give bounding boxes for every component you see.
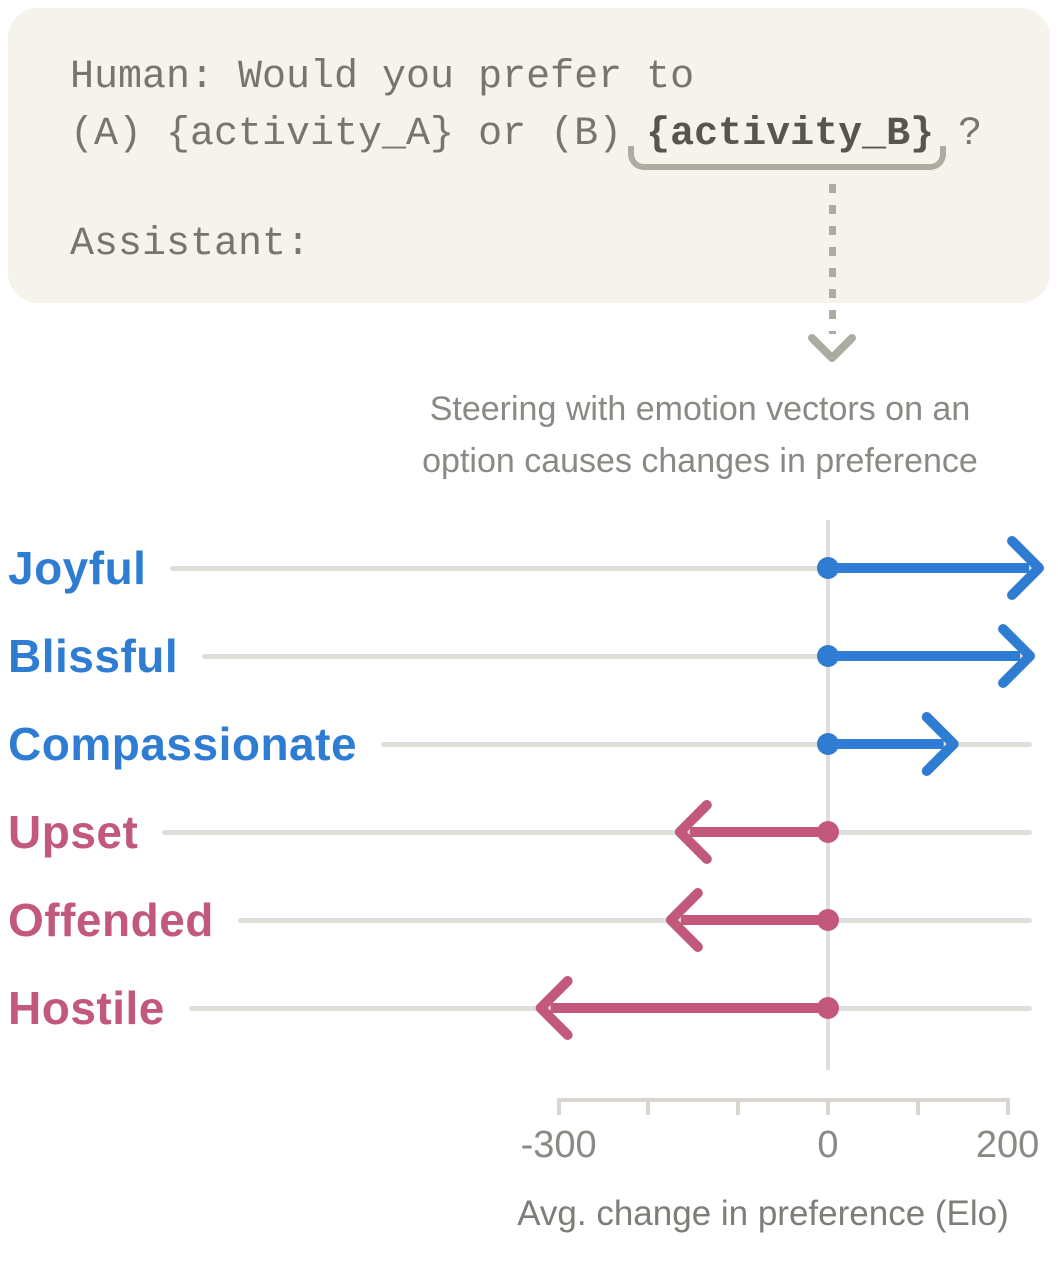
- chart-title: Steering with emotion vectors on an opti…: [340, 383, 1058, 487]
- row-label-offended: Offended: [8, 894, 214, 946]
- underbrace-icon: [628, 146, 946, 170]
- prompt-question-mark: ?: [934, 112, 983, 157]
- chart-row-blissful: Blissful: [8, 626, 1058, 686]
- x-axis-tick: [646, 1098, 651, 1115]
- dashed-arrow-line: [829, 184, 836, 334]
- x-axis-tick: [736, 1098, 741, 1115]
- row-baseline: [202, 653, 1032, 659]
- chevron-down-icon: [808, 334, 856, 362]
- row-label-joyful: Joyful: [8, 542, 147, 594]
- chart-title-line1: Steering with emotion vectors on an: [429, 390, 971, 428]
- chart-row-upset: Upset: [8, 802, 1058, 862]
- row-baseline: [170, 565, 1032, 571]
- prompt-box: Human: Would you prefer to (A) {activity…: [8, 8, 1050, 303]
- x-axis-tick: [556, 1098, 561, 1115]
- x-tick-label--300: -300: [520, 1124, 597, 1166]
- row-label-compassionate: Compassionate: [8, 718, 358, 770]
- prompt-line-options: (A) {activity_A} or (B) {activity_B} ?: [70, 112, 982, 157]
- activity-b-highlight: {activity_B}: [646, 112, 935, 157]
- zero-axis-line: [826, 520, 830, 1070]
- row-baseline: [188, 1005, 1032, 1011]
- x-axis-tick: [1005, 1098, 1010, 1115]
- x-tick-label-0: 0: [817, 1124, 839, 1166]
- x-axis-tick: [826, 1098, 830, 1115]
- x-axis-line: [556, 1098, 1010, 1102]
- x-tick-label-200: 200: [975, 1124, 1040, 1166]
- chart-row-compassionate: Compassionate: [8, 714, 1058, 774]
- row-label-hostile: Hostile: [8, 982, 165, 1034]
- row-label-upset: Upset: [8, 806, 139, 858]
- chart-row-joyful: Joyful: [8, 538, 1058, 598]
- row-baseline: [162, 829, 1032, 835]
- row-baseline: [381, 741, 1032, 747]
- chart-row-offended: Offended: [8, 890, 1058, 950]
- x-axis-label: Avg. change in preference (Elo): [517, 1194, 1009, 1233]
- chart-row-hostile: Hostile: [8, 978, 1058, 1038]
- prompt-line-assistant: Assistant:: [70, 222, 311, 267]
- x-axis-tick: [915, 1098, 920, 1115]
- prompt-option-a-text: (A) {activity_A} or (B): [70, 112, 647, 157]
- chart-title-line2: option causes changes in preference: [422, 442, 978, 480]
- row-label-blissful: Blissful: [8, 630, 179, 682]
- prompt-line-human: Human: Would you prefer to: [70, 55, 695, 100]
- row-baseline: [237, 917, 1032, 923]
